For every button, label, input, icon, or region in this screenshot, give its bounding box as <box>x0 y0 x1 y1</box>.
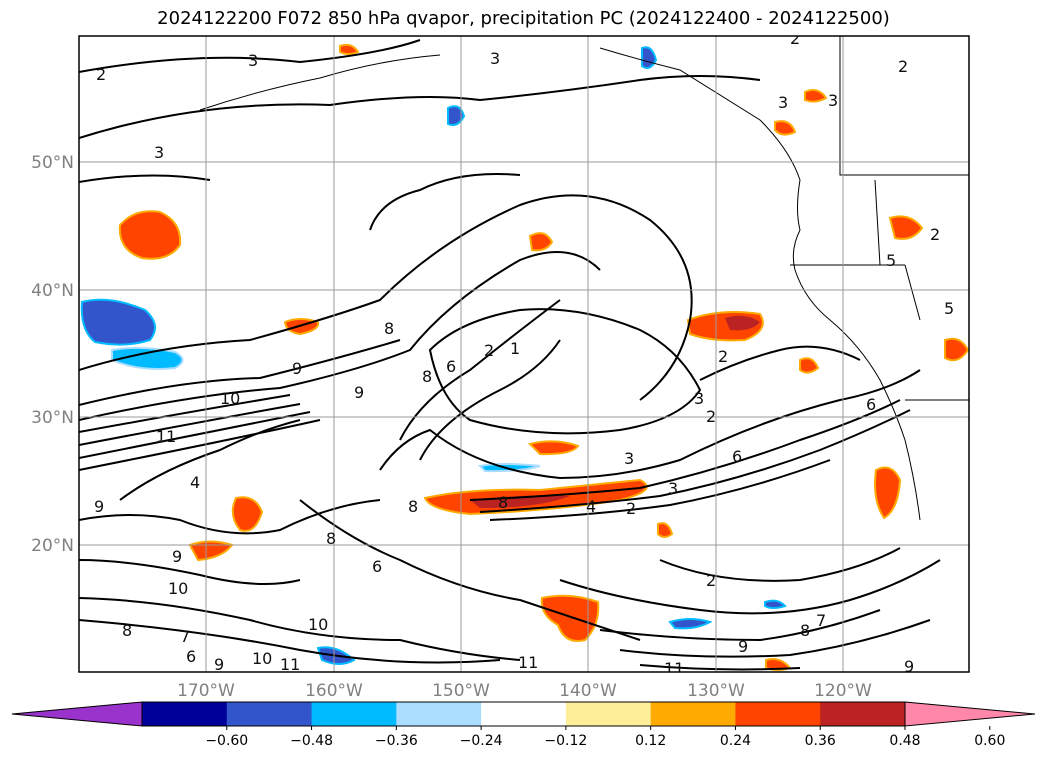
lon-label-140w: 140°W <box>559 681 617 701</box>
contour-label: 2 <box>930 225 940 244</box>
lat-label-50n: 50°N <box>31 153 74 173</box>
contour-label: 8 <box>384 319 394 338</box>
lon-label-160w: 160°W <box>305 681 363 701</box>
lon-label-120w: 120°W <box>814 681 872 701</box>
contour-label: 9 <box>214 655 224 674</box>
contour-label: 2 <box>790 29 800 48</box>
colorbar-segment <box>735 702 821 726</box>
colorbar-segment <box>820 702 906 726</box>
contour-label: 1 <box>510 339 520 358</box>
contour-label: 3 <box>694 389 704 408</box>
longitude-labels: 170°W 160°W 150°W 140°W 130°W 120°W <box>177 681 872 701</box>
contour-label: 3 <box>828 91 838 110</box>
contour-label: 6 <box>732 447 742 466</box>
colorbar-segment <box>565 702 652 726</box>
contour-label: 3 <box>624 449 634 468</box>
contour-label: 8 <box>800 621 810 640</box>
contour-label: 8 <box>408 497 418 516</box>
contour-label: 10 <box>308 615 328 634</box>
contour-label: 6 <box>866 395 876 414</box>
contour-label: 3 <box>778 93 788 112</box>
contour-label: 6 <box>446 357 456 376</box>
contour-label: 2 <box>626 499 636 518</box>
contour-label: 4 <box>586 497 596 516</box>
contour-label: 9 <box>292 359 302 378</box>
colorbar-segment <box>650 702 736 726</box>
contour-label: 11 <box>280 655 300 674</box>
colorbar-min-extend <box>11 701 143 727</box>
contour-label: 4 <box>190 473 200 492</box>
colorbar-tick-label: 0.36 <box>805 733 836 749</box>
lon-label-130w: 130°W <box>687 681 745 701</box>
plot-title: 2024122200 F072 850 hPa qvapor, precipit… <box>157 8 890 29</box>
contour-label: 2 <box>706 407 716 426</box>
colorbar-segment <box>311 702 397 726</box>
contour-label: 7 <box>816 611 826 630</box>
contour-labels: 2 3 3 2 3 3 3 2 8 9 10 11 9 8 6 2 1 2 3 … <box>94 29 954 678</box>
contour-label: 11 <box>664 659 684 678</box>
contour-label: 10 <box>252 649 272 668</box>
contour-label: 8 <box>498 493 508 512</box>
contour-label: 11 <box>518 653 538 672</box>
contour-label: 3 <box>490 49 500 68</box>
map-frame <box>78 35 970 673</box>
contour-label: 7 <box>180 627 190 646</box>
contour-label: 2 <box>96 65 106 84</box>
colorbar-tick-label: −0.48 <box>290 733 333 749</box>
colorbar-tick-label: 0.48 <box>889 733 920 749</box>
contour-label: 6 <box>186 647 196 666</box>
colorbar-segment <box>142 702 228 726</box>
colorbar-tick-label: 0.60 <box>974 733 1005 749</box>
colorbar-segment <box>396 702 482 726</box>
contour-label: 6 <box>372 557 382 576</box>
contour-label: 9 <box>738 637 748 656</box>
contour-label: 2 <box>718 347 728 366</box>
colorbar: −0.60 −0.48 −0.36 −0.24 −0.12 0.12 0.24 0.36 0.4… <box>11 701 1036 749</box>
latitude-labels: 50°N 40°N 30°N 20°N <box>31 153 74 556</box>
contour-label: 8 <box>326 529 336 548</box>
colorbar-tick-label: 0.12 <box>635 733 666 749</box>
colorbar-border <box>141 701 906 727</box>
contour-label: 8 <box>122 621 132 640</box>
contour-label: 10 <box>220 389 240 408</box>
colorbar-segment <box>481 702 567 726</box>
lon-label-150w: 150°W <box>432 681 490 701</box>
graticule <box>79 36 969 672</box>
contour-label: 2 <box>898 57 908 76</box>
contour-label: 9 <box>172 547 182 566</box>
contour-label: 5 <box>886 251 896 270</box>
contour-label: 11 <box>156 427 176 446</box>
lat-label-20n: 20°N <box>31 536 74 556</box>
colorbar-tick-label: 0.24 <box>720 733 751 749</box>
contour-label: 3 <box>154 143 164 162</box>
colorbar-segment <box>226 702 313 726</box>
lon-label-170w: 170°W <box>177 681 235 701</box>
colorbar-max-extend <box>904 701 1036 727</box>
map-area <box>79 36 969 672</box>
lat-label-30n: 30°N <box>31 408 74 428</box>
colorbar-tick-label: −0.36 <box>375 733 418 749</box>
lat-label-40n: 40°N <box>31 281 74 301</box>
contour-label: 9 <box>354 383 364 402</box>
contour-label: 2 <box>484 341 494 360</box>
contour-label: 2 <box>706 571 716 590</box>
contour-label: 9 <box>904 657 914 676</box>
colorbar-tick-label: −0.12 <box>544 733 587 749</box>
contour-label: 8 <box>422 367 432 386</box>
colorbar-tick-label: −0.24 <box>460 733 503 749</box>
contour-label: 9 <box>94 497 104 516</box>
contour-label: 3 <box>668 479 678 498</box>
colorbar-tick-label: −0.60 <box>205 733 248 749</box>
contour-label: 5 <box>944 299 954 318</box>
contour-label: 10 <box>168 579 188 598</box>
contour-label: 3 <box>248 51 258 70</box>
